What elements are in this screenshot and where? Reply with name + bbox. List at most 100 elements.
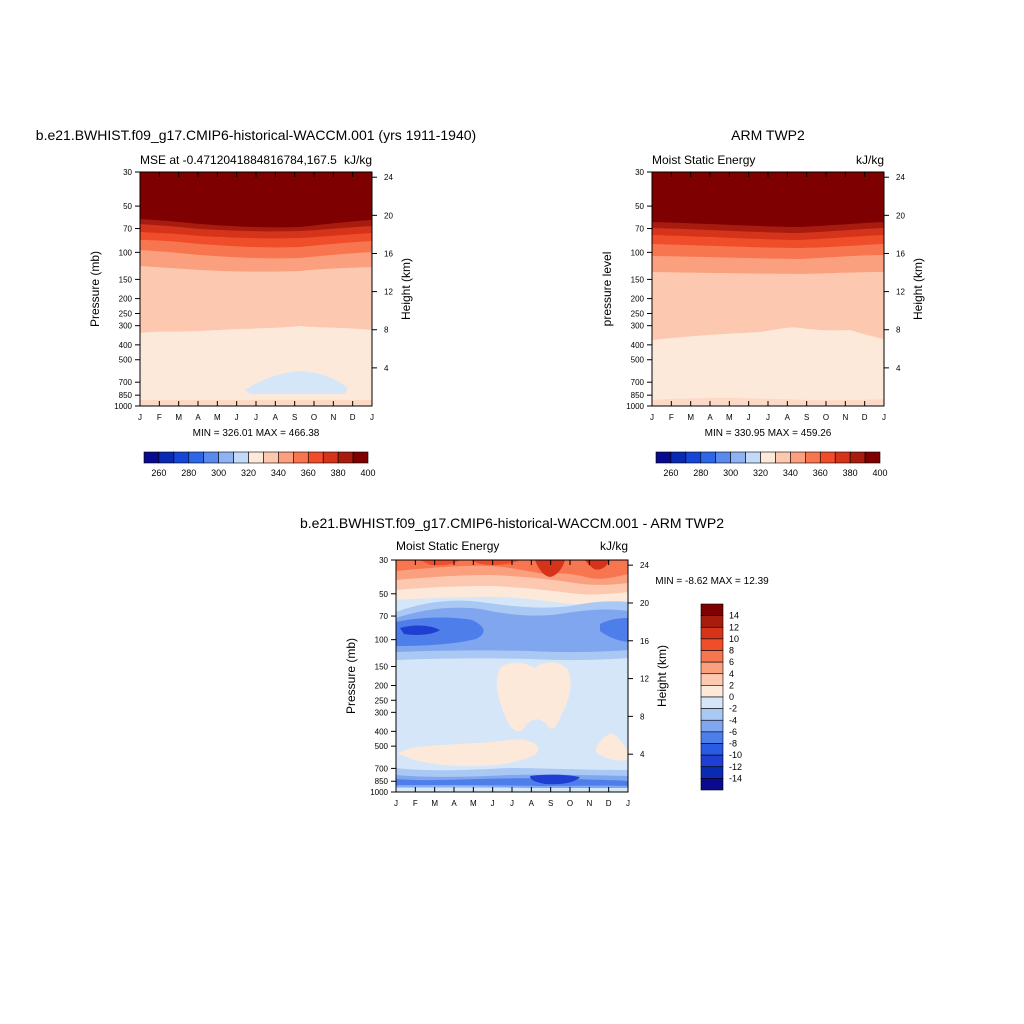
x-tick-label: F (413, 799, 418, 808)
colorbar-box (700, 638, 724, 651)
x-tick-label: J (510, 799, 514, 808)
colorbar-tick-label: -2 (729, 704, 737, 714)
panel-diff-title: b.e21.BWHIST.f09_g17.CMIP6-historical-WA… (300, 515, 724, 531)
y-tick-label: 200 (119, 295, 133, 304)
colorbar-box (337, 451, 354, 464)
panel-obs-stats: MIN = 330.95 MAX = 459.26 (705, 428, 832, 439)
colorbar-box (263, 451, 279, 464)
colorbar-tick-label: 0 (729, 692, 734, 702)
y-right-tick-label: 24 (896, 173, 905, 182)
y-tick-label: 30 (123, 168, 132, 177)
colorbar-tick-label: 400 (872, 468, 887, 478)
y-right-ticks: 4 8 12 16 20 24 (628, 561, 649, 759)
x-tick-label: A (195, 413, 201, 422)
colorbar-box (760, 451, 776, 464)
x-tick-label: O (567, 799, 573, 808)
band (398, 739, 539, 767)
x-tick-label: N (842, 413, 848, 422)
y-tick-label: 300 (375, 708, 389, 717)
x-tick-label: M (687, 413, 694, 422)
colorbar-box (233, 451, 249, 464)
x-tick-label: J (626, 799, 630, 808)
panel-diff-stats: MIN = -8.62 MAX = 12.39 (655, 576, 769, 587)
y-right-tick-label: 16 (640, 637, 649, 646)
band (600, 618, 628, 642)
colorbar-tick-label: 320 (753, 468, 768, 478)
colorbar-box (203, 451, 219, 464)
colorbar-tick-label: 360 (301, 468, 316, 478)
x-tick-label: A (451, 799, 457, 808)
x-tick-label: O (823, 413, 829, 422)
x-tick-label: M (214, 413, 221, 422)
y-tick-label: 700 (375, 764, 389, 773)
colorbar-box (700, 685, 724, 698)
y-tick-label: 300 (119, 322, 133, 331)
x-tick-label: J (882, 413, 886, 422)
colorbar-tick-label: 260 (663, 468, 678, 478)
panel-diff-plot: J F M A M J J A S O N D J 30 50 70 100 150 200 250 300 400 50… (370, 556, 649, 808)
panel-model-plot: J F M A M J J A S O N D J 30 50 70 100 150 200 250 300 400 50… (114, 168, 393, 422)
y-right-tick-label: 12 (640, 675, 649, 684)
colorbar-tick-label: 8 (729, 646, 734, 656)
y-ticks: 30 50 70 100 150 200 250 300 400 500 700 850 1000 (626, 168, 652, 411)
colorbar-box (834, 451, 851, 464)
x-tick-label: S (548, 799, 553, 808)
y-tick-label: 850 (631, 391, 645, 400)
y-right-tick-label: 20 (896, 211, 905, 220)
colorbar-tick-label: 280 (693, 468, 708, 478)
y-ticks: 30 50 70 100 150 200 250 300 400 500 700 850 1000 (114, 168, 140, 411)
colorbar-box (700, 615, 724, 628)
colorbar-box (700, 778, 724, 791)
x-tick-label: J (370, 413, 374, 422)
panel-diff-ylabel: Pressure (mb) (344, 638, 358, 714)
colorbar-tick-label: 380 (331, 468, 346, 478)
y-right-tick-label: 8 (640, 712, 645, 721)
y-right-tick-label: 12 (384, 288, 393, 297)
y-right-tick-label: 12 (896, 288, 905, 297)
colorbar-tick-label: 280 (181, 468, 196, 478)
panel-model-title: b.e21.BWHIST.f09_g17.CMIP6-historical-WA… (36, 127, 476, 143)
panel-model-colorbar: 260 280 300 320 340 360 380 400 (143, 451, 376, 478)
colorbar-box (700, 451, 717, 464)
colorbar-tick-label: 4 (729, 669, 734, 679)
colorbar-box (700, 661, 724, 675)
colorbar-tick-label: 300 (211, 468, 226, 478)
panel-diff-ylabel-right: Height (km) (655, 645, 669, 707)
colorbar-box (700, 696, 724, 709)
y-tick-label: 850 (375, 777, 389, 786)
colorbar-tick-label: 14 (729, 611, 739, 621)
y-tick-label: 30 (379, 556, 388, 565)
panel-model: b.e21.BWHIST.f09_g17.CMIP6-historical-WA… (36, 127, 476, 478)
colorbar-box (322, 451, 339, 464)
y-tick-label: 1000 (370, 788, 388, 797)
colorbar-box (655, 451, 672, 464)
colorbar-box (700, 719, 724, 733)
colorbar-box (849, 451, 866, 464)
y-tick-label: 700 (631, 378, 645, 387)
x-tick-label: M (726, 413, 733, 422)
colorbar-box (715, 451, 731, 464)
x-tick-label: J (766, 413, 770, 422)
x-tick-label: J (254, 413, 258, 422)
colorbar-tick-label: 2 (729, 680, 734, 690)
colorbar-tick-label: 12 (729, 622, 739, 632)
y-tick-label: 70 (635, 225, 644, 234)
y-tick-label: 250 (119, 309, 133, 318)
colorbar-tick-label: 360 (813, 468, 828, 478)
y-right-tick-label: 4 (896, 364, 901, 373)
panel-obs-units: kJ/kg (856, 153, 884, 167)
colorbar-tick-label: 10 (729, 634, 739, 644)
y-tick-label: 200 (631, 295, 645, 304)
y-tick-label: 850 (119, 391, 133, 400)
x-tick-label: D (606, 799, 612, 808)
colorbar-box (188, 451, 205, 464)
y-right-tick-label: 4 (640, 750, 645, 759)
y-tick-label: 50 (635, 202, 644, 211)
band (535, 560, 610, 577)
colorbar-box (173, 451, 190, 464)
band (140, 172, 372, 228)
colorbar-tick-label: -10 (729, 750, 742, 760)
